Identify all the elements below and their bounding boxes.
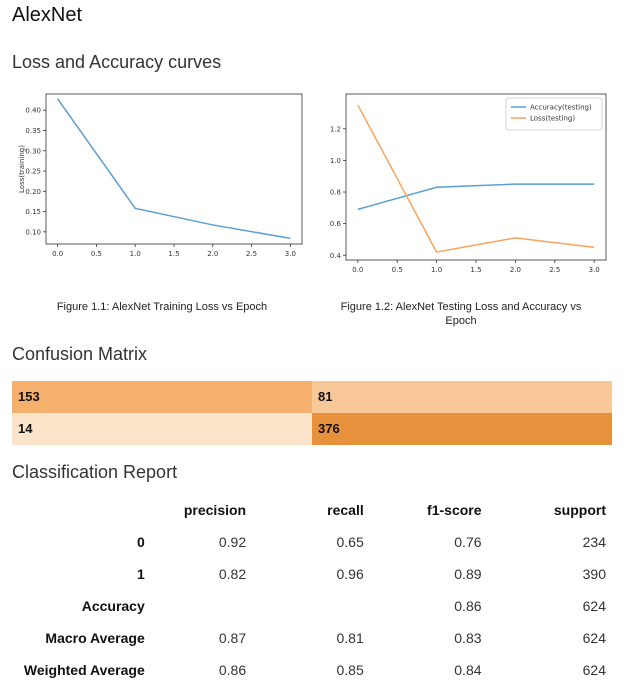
x-tick-label: 0.0 xyxy=(52,250,63,258)
x-tick-label: 2.0 xyxy=(207,250,218,258)
f1-value: 0.83 xyxy=(454,630,482,646)
x-tick-label: 1.5 xyxy=(470,266,481,274)
support-value: 624 xyxy=(582,630,606,646)
y-tick-label: 1.2 xyxy=(330,125,341,133)
y-tick-label: 0.15 xyxy=(25,208,41,216)
table-row: Weighted Average 0.86 0.85 0.84 624 xyxy=(12,654,612,686)
precision-value: 0.82 xyxy=(218,566,247,582)
precision-value: 0.92 xyxy=(218,534,247,550)
series-line-1 xyxy=(357,104,595,253)
row-label: 1 xyxy=(136,566,145,582)
recall-value xyxy=(252,590,370,622)
series-line-0 xyxy=(57,98,291,240)
y-tick-label: 0.20 xyxy=(25,188,41,196)
training-loss-chart: 0.0 0.5 1.0 1.5 2.0 2.5 3.0 0.10 0.15 0.20 0.25 0.3… xyxy=(18,93,303,258)
report-header-label xyxy=(12,494,151,526)
support-value: 624 xyxy=(582,598,606,614)
precision-value: 0.87 xyxy=(218,630,247,646)
confusion-cell-0-1: 81 xyxy=(312,381,612,413)
testing-loss-accuracy-chart: 0.0 0.5 1.0 1.5 2.0 2.5 3.0 0.4 0.6 0.8 1.0 1.2 Accu… xyxy=(330,93,607,274)
confusion-cell-1-0: 14 xyxy=(12,413,312,445)
x-tick-label: 2.5 xyxy=(246,250,257,258)
legend-entry: Accuracy(testing) xyxy=(530,104,592,112)
recall-value: 0.96 xyxy=(336,566,364,582)
x-tick-label: 2.5 xyxy=(549,266,560,274)
y-tick-label: 0.40 xyxy=(25,107,41,115)
report-header-recall: recall xyxy=(327,502,364,518)
section-title-confusion: Confusion Matrix xyxy=(12,344,148,364)
table-row: 0 0.92 0.65 0.76 234 xyxy=(12,526,612,558)
classification-report-table: precision recall f1-score support 0 0.92… xyxy=(12,494,612,686)
figure-2-caption-line1: Figure 1.2: AlexNet Testing Loss and Acc… xyxy=(340,301,582,313)
row-label: Weighted Average xyxy=(23,662,145,678)
x-tick-label: 1.0 xyxy=(431,266,442,274)
report-header-precision: precision xyxy=(183,502,247,518)
y-tick-label: 0.6 xyxy=(330,220,342,228)
precision-value: 0.86 xyxy=(218,662,247,678)
x-tick-label: 1.0 xyxy=(130,250,141,258)
f1-value: 0.76 xyxy=(454,534,482,550)
y-tick-label: 0.10 xyxy=(25,228,41,236)
series-line-0 xyxy=(357,183,595,211)
x-tick-label: 1.5 xyxy=(168,250,179,258)
x-tick-label: 0.5 xyxy=(392,266,403,274)
figure-2-caption-line2: Epoch xyxy=(445,315,477,327)
support-value: 390 xyxy=(582,566,606,582)
x-tick-label: 2.0 xyxy=(510,266,521,274)
y-tick-label: 0.4 xyxy=(330,252,342,260)
f1-value: 0.89 xyxy=(454,566,482,582)
recall-value: 0.65 xyxy=(336,534,364,550)
x-tick-label: 0.5 xyxy=(91,250,102,258)
y-tick-label: 1.0 xyxy=(330,157,341,165)
row-label: 0 xyxy=(136,534,145,550)
report-header-f1: f1-score xyxy=(427,502,482,518)
confusion-cell-1-1: 376 xyxy=(312,413,612,445)
legend-entry: Loss(testing) xyxy=(530,115,575,123)
y-tick-label: 0.35 xyxy=(25,127,41,135)
support-value: 234 xyxy=(582,534,606,550)
f1-value: 0.86 xyxy=(454,598,482,614)
row-label: Accuracy xyxy=(81,598,145,614)
section-title-curves: Loss and Accuracy curves xyxy=(12,52,222,72)
figure-2-caption: Figure 1.2: AlexNet Testing Loss and Acc… xyxy=(318,300,604,328)
support-value: 624 xyxy=(582,662,606,678)
f1-value: 0.84 xyxy=(454,662,482,678)
table-row: Accuracy 0.86 624 xyxy=(12,590,612,622)
y-tick-label: 0.8 xyxy=(330,189,341,197)
precision-value xyxy=(151,590,252,622)
y-axis-label: Loss(training) xyxy=(18,145,26,193)
x-tick-label: 0.0 xyxy=(352,266,363,274)
y-tick-label: 0.25 xyxy=(25,168,41,176)
section-title-report: Classification Report xyxy=(12,462,178,482)
x-tick-label: 3.0 xyxy=(589,266,600,274)
report-header-row: precision recall f1-score support xyxy=(12,494,612,526)
recall-value: 0.81 xyxy=(336,630,364,646)
report-header-support: support xyxy=(553,502,606,518)
x-tick-label: 3.0 xyxy=(285,250,296,258)
table-row: 1 0.82 0.96 0.89 390 xyxy=(12,558,612,590)
table-row: Macro Average 0.87 0.81 0.83 624 xyxy=(12,622,612,654)
confusion-cell-0-0: 153 xyxy=(12,381,312,413)
recall-value: 0.85 xyxy=(336,662,364,678)
figure-1-caption: Figure 1.1: AlexNet Training Loss vs Epo… xyxy=(56,301,268,313)
plot-frame xyxy=(45,93,303,245)
page-title: AlexNet xyxy=(12,4,83,26)
row-label: Macro Average xyxy=(45,630,145,646)
legend-box xyxy=(505,97,603,131)
y-tick-label: 0.30 xyxy=(25,147,41,155)
